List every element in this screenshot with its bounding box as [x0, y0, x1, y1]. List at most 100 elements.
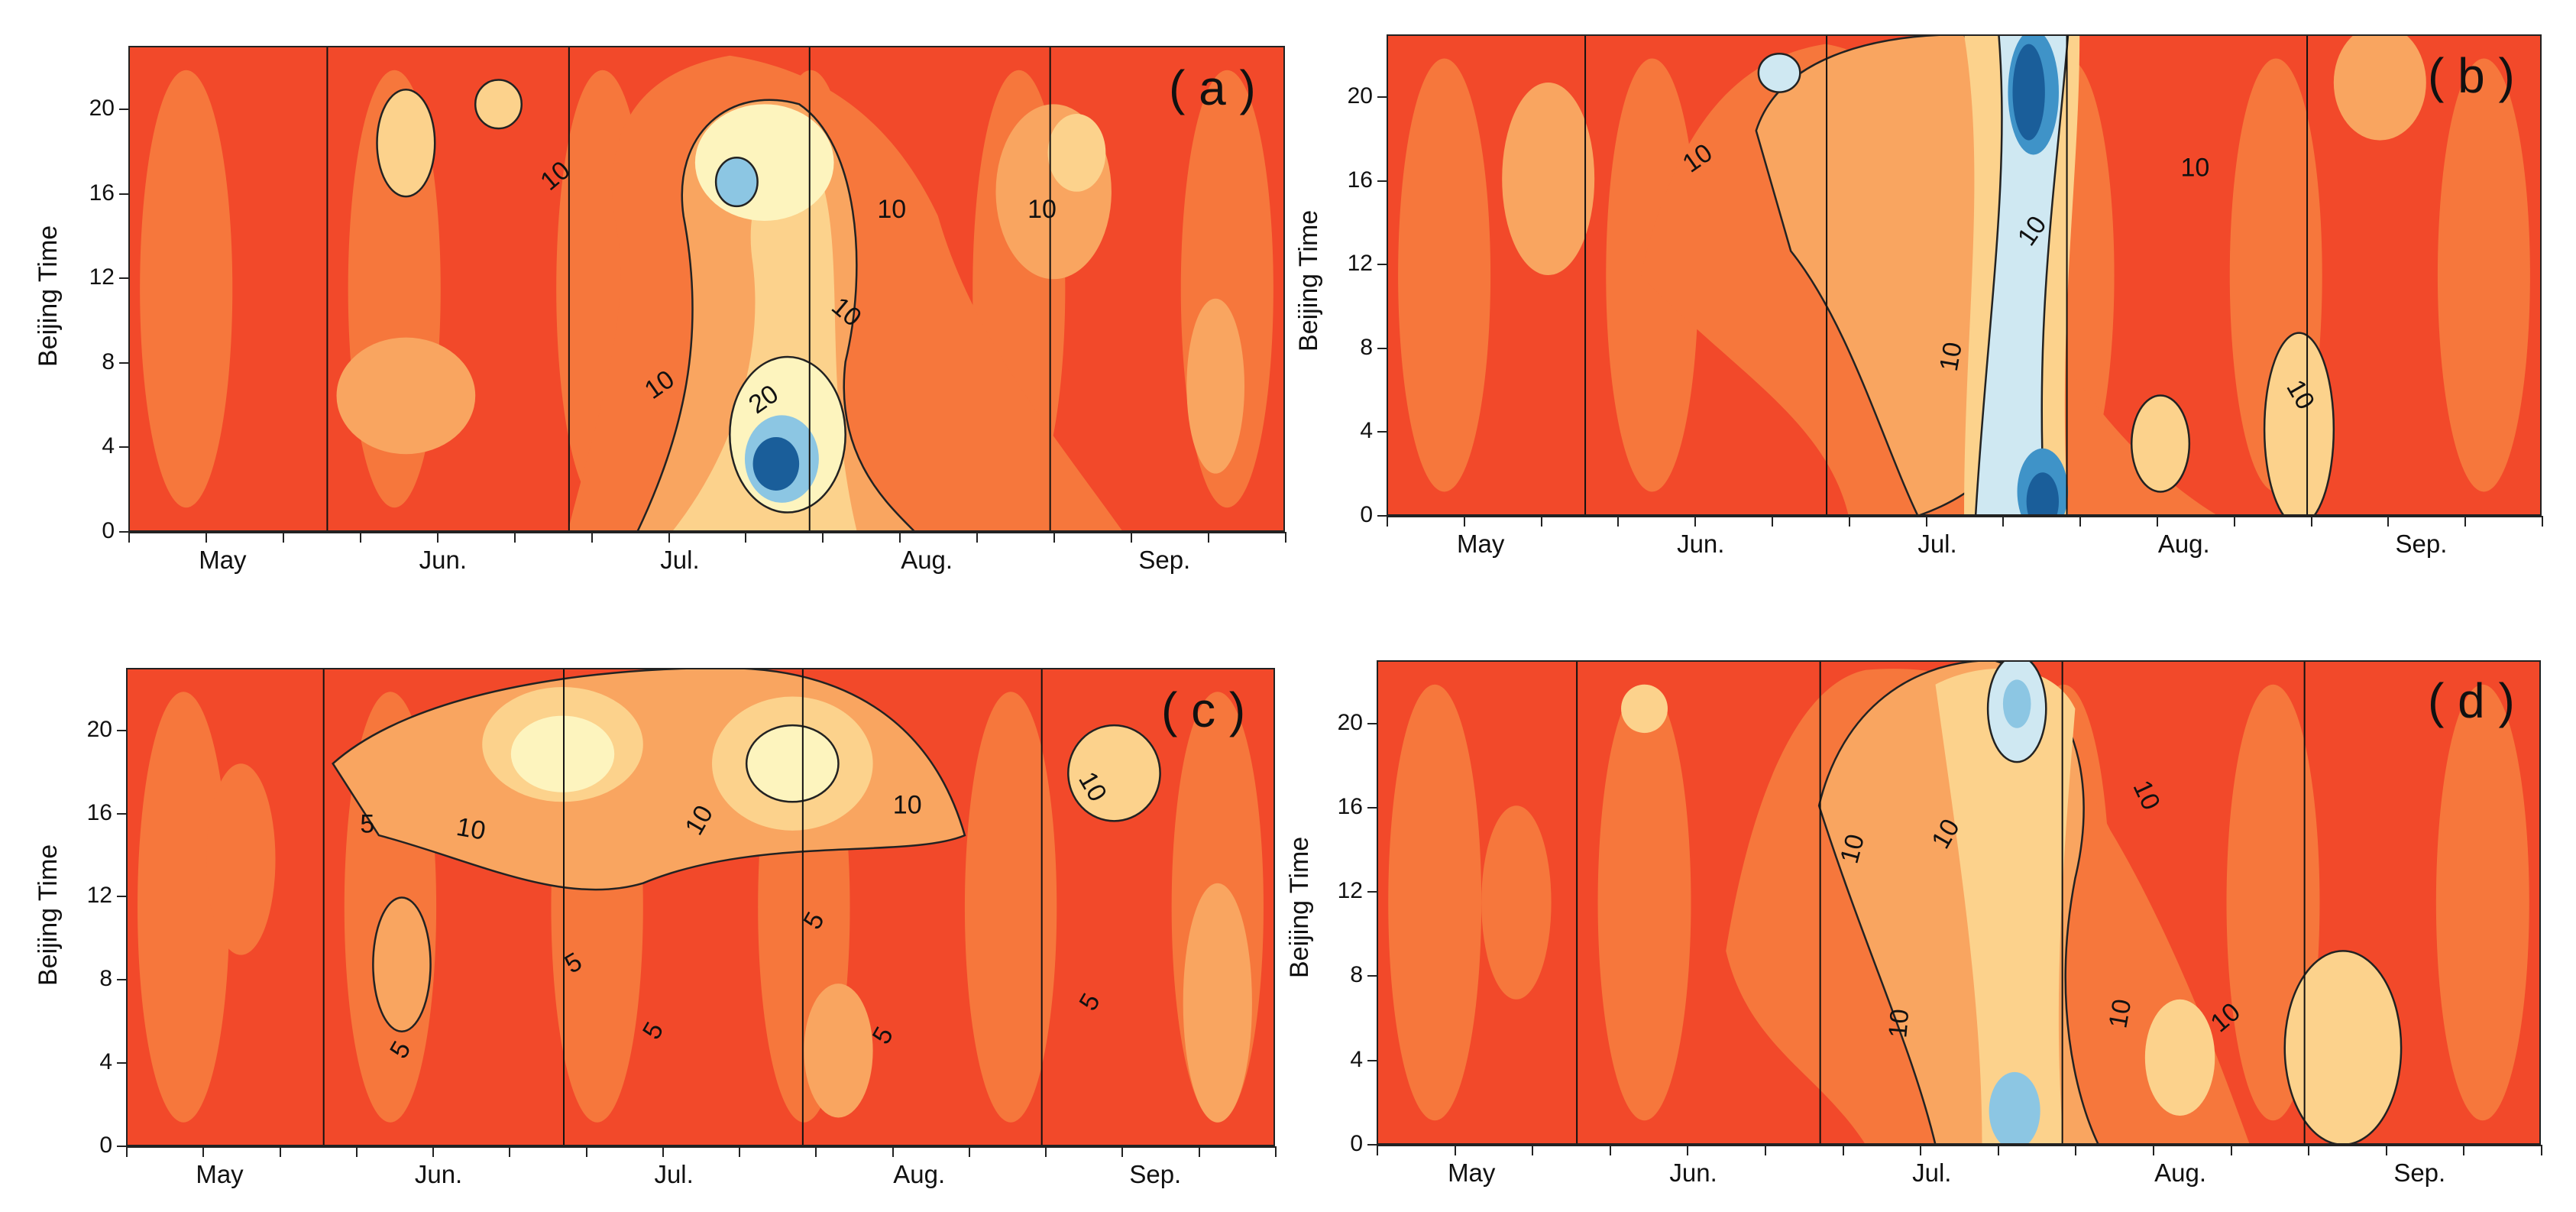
x-tick-mark	[662, 1146, 664, 1157]
plot-frame	[1387, 34, 2542, 516]
contour-region	[694, 104, 834, 221]
x-tick-label: May	[199, 546, 247, 574]
y-tick-mark	[119, 193, 128, 195]
x-tick-label: Jul.	[660, 546, 700, 574]
x-tick-mark	[1540, 516, 1542, 527]
y-axis-label-a: Beijing Time	[34, 225, 63, 367]
contour-plot-d: 10 10 10 10 10 10	[1377, 660, 2541, 1145]
y-tick-label: 4	[99, 1049, 112, 1075]
x-tick-mark	[815, 1146, 817, 1157]
x-tick-label: Jun.	[1677, 530, 1725, 558]
y-tick-mark	[1367, 1059, 1377, 1061]
x-tick-label: Jul.	[1917, 530, 1957, 558]
y-tick-label: 16	[86, 799, 112, 825]
contour-region	[1621, 684, 1668, 734]
x-tick-label: Jun.	[419, 546, 467, 574]
x-tick-mark	[822, 532, 824, 543]
y-tick-label: 12	[1347, 251, 1373, 277]
contour-region	[1989, 1071, 2040, 1145]
x-tick-mark	[1925, 516, 1927, 527]
x-tick-mark	[359, 532, 361, 543]
x-tick-mark	[1285, 532, 1286, 543]
x-tick-mark	[2310, 516, 2312, 527]
contour-region	[1502, 83, 1595, 275]
y-tick-mark	[117, 812, 126, 815]
contour-region	[714, 157, 759, 208]
contour-plot-c: 10 10 10 10 5 5 5 5 5 5 5	[126, 668, 1275, 1146]
panel-label-c: ( c )	[1161, 682, 1246, 737]
y-tick-mark	[1367, 891, 1377, 893]
y-tick-label: 8	[99, 966, 112, 992]
contour-region	[745, 724, 840, 803]
contour-region	[1047, 114, 1106, 192]
y-axis-label-b: Beijing Time	[1294, 209, 1323, 352]
contour-region	[804, 984, 873, 1118]
contour-label: 10	[1027, 195, 1057, 224]
contour-label: 5	[360, 810, 374, 839]
x-tick-mark	[1121, 1146, 1124, 1157]
x-tick-mark	[2385, 1145, 2387, 1155]
contour-region	[2130, 394, 2191, 493]
contour-region	[336, 337, 476, 455]
x-tick-mark	[1617, 516, 1620, 527]
contour-region	[964, 692, 1057, 1123]
x-tick-label: Aug.	[2154, 1159, 2207, 1187]
x-tick-label: Aug.	[901, 546, 953, 574]
x-tick-mark	[2230, 1145, 2232, 1155]
x-tick-mark	[899, 532, 901, 543]
y-tick-mark	[1367, 722, 1377, 724]
y-tick-mark	[1377, 347, 1387, 349]
contour-region	[376, 88, 436, 198]
y-tick-mark	[117, 896, 126, 898]
contour-region	[2263, 332, 2335, 516]
x-tick-mark	[892, 1146, 894, 1157]
y-tick-label: 4	[1360, 418, 1373, 444]
panel-label-d: ( d )	[2428, 673, 2515, 728]
x-tick-mark	[2079, 516, 2082, 527]
x-tick-mark	[509, 1146, 511, 1157]
x-tick-mark	[976, 532, 979, 543]
contour-region	[1183, 883, 1252, 1123]
x-tick-mark	[2464, 516, 2467, 527]
x-tick-label: Sep.	[2395, 530, 2448, 558]
y-tick-label: 0	[102, 518, 115, 543]
contour-region	[1935, 668, 2076, 1145]
x-tick-mark	[591, 532, 593, 543]
x-tick-mark	[2157, 516, 2158, 527]
contour-label: 10	[893, 791, 922, 820]
y-tick-mark	[119, 108, 128, 110]
x-tick-mark	[2542, 516, 2543, 527]
x-tick-mark	[432, 1146, 435, 1157]
contour-plot-b: 10 10 10 10 10	[1387, 34, 2542, 516]
y-tick-label: 16	[1337, 793, 1363, 819]
contour-region	[2435, 684, 2529, 1121]
y-tick-label: 0	[99, 1133, 112, 1158]
x-tick-mark	[1377, 1145, 1378, 1155]
y-tick-label: 4	[1350, 1046, 1363, 1072]
x-tick-label: Jun.	[414, 1160, 463, 1188]
y-tick-label: 16	[89, 180, 115, 206]
y-tick-label: 0	[1360, 502, 1373, 527]
x-tick-mark	[1694, 516, 1697, 527]
contour-region	[2144, 999, 2215, 1116]
contour-region	[2437, 58, 2530, 492]
x-tick-mark	[668, 532, 670, 543]
x-tick-mark	[1765, 1145, 1766, 1155]
contour-region	[1398, 58, 1491, 492]
contour-region	[1481, 805, 1552, 1000]
x-tick-mark	[128, 532, 130, 543]
contour-label: 10	[2103, 997, 2137, 1031]
x-tick-mark	[1687, 1145, 1689, 1155]
contour-region	[2012, 44, 2045, 141]
x-tick-mark	[355, 1146, 358, 1157]
x-tick-mark	[1275, 1146, 1277, 1157]
x-tick-label: Jul.	[1912, 1159, 1952, 1187]
y-tick-mark	[119, 277, 128, 280]
contour-region	[752, 436, 800, 491]
contour-region	[474, 79, 523, 130]
x-axis-line	[1387, 516, 2542, 517]
x-tick-mark	[1045, 1146, 1047, 1157]
x-tick-mark	[126, 1146, 128, 1157]
x-tick-mark	[1208, 532, 1210, 543]
